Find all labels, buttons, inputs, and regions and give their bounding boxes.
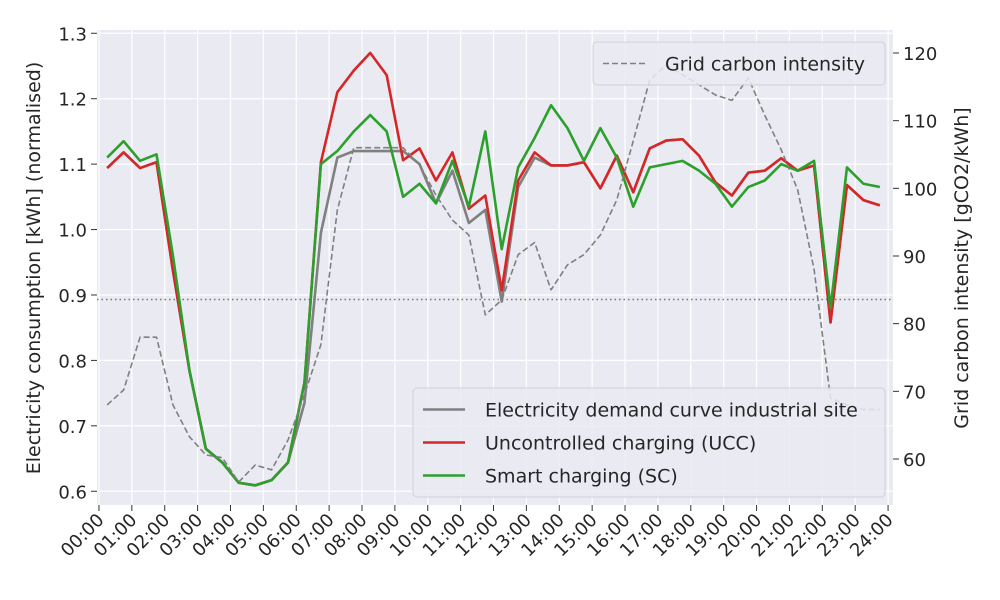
y-tick-label: 1.3 <box>58 24 87 45</box>
legends: Electricity demand curve industrial site… <box>412 41 886 498</box>
legend-label: Grid carbon intensity <box>665 54 865 76</box>
y2-tick-label: 110 <box>903 112 937 133</box>
y2-tick-label: 70 <box>903 382 926 403</box>
y2-tick-label: 120 <box>903 44 937 65</box>
y2-tick-label: 80 <box>903 315 926 336</box>
y2-axis-label: Grid carbon intensity [gCO2/kWh] <box>951 107 973 428</box>
y2-tick-label: 60 <box>903 450 926 471</box>
y2-tick-label: 90 <box>903 247 926 268</box>
y-axis-label: Electricity consumption [kWh] (normalise… <box>23 62 45 475</box>
legend-label: Uncontrolled charging (UCC) <box>485 433 756 455</box>
legend-label: Electricity demand curve industrial site <box>485 400 858 422</box>
series-line <box>106 103 881 487</box>
y-tick-label: 0.7 <box>58 417 87 438</box>
y-tick-label: 1.1 <box>58 155 87 176</box>
y2-tick-label: 100 <box>903 179 937 200</box>
y-tick-label: 1.2 <box>58 90 87 111</box>
y-tick-label: 0.8 <box>58 351 87 372</box>
y-tick-label: 0.9 <box>58 286 87 307</box>
y-tick-label: 1.0 <box>58 221 87 242</box>
legend-box <box>412 387 886 498</box>
y-tick-label: 0.6 <box>58 482 87 503</box>
legend-label: Smart charging (SC) <box>485 466 678 488</box>
legend-box <box>592 41 886 86</box>
